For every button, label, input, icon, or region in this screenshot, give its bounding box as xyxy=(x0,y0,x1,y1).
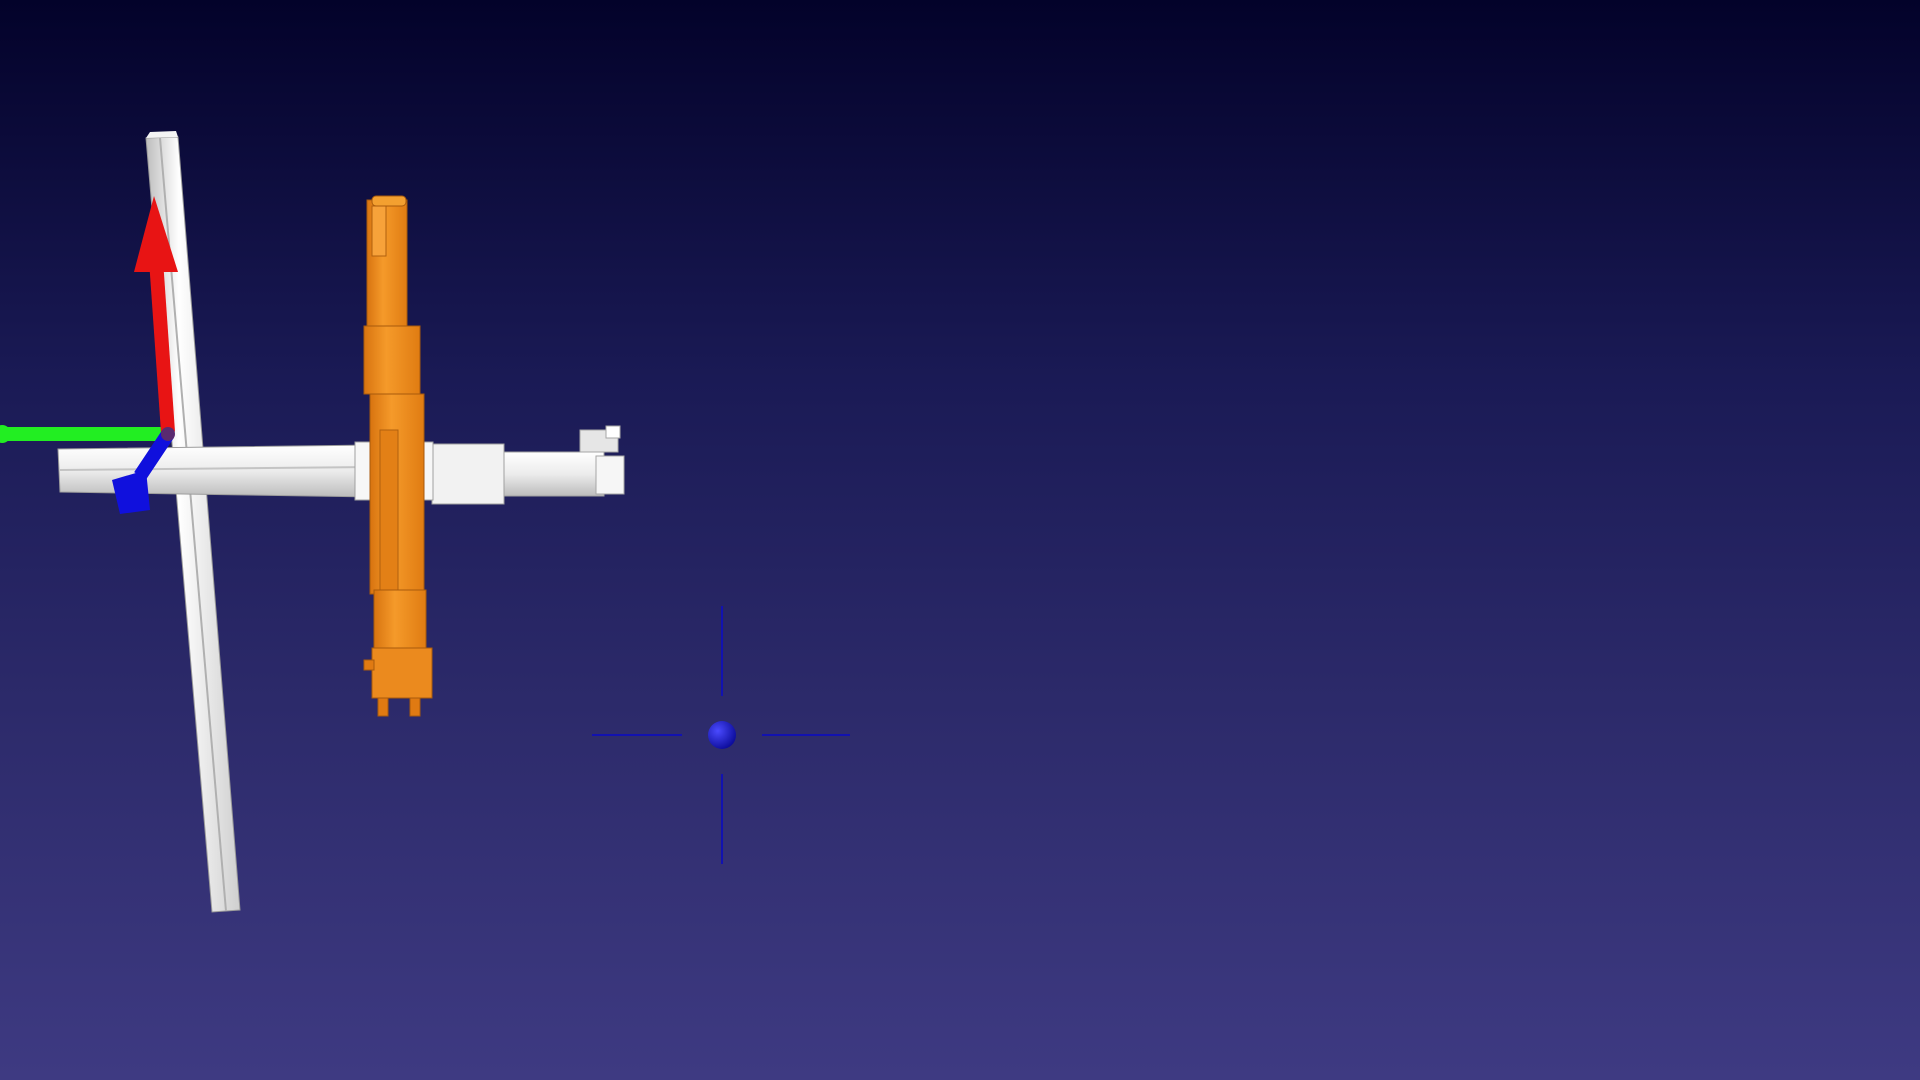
xyz-axes-icon[interactable] xyxy=(0,196,178,514)
robot-arm[interactable] xyxy=(363,195,433,717)
crosshair-icon[interactable] xyxy=(592,606,850,864)
x-axis-red[interactable] xyxy=(149,259,175,433)
z-axis-blue[interactable] xyxy=(134,430,174,480)
